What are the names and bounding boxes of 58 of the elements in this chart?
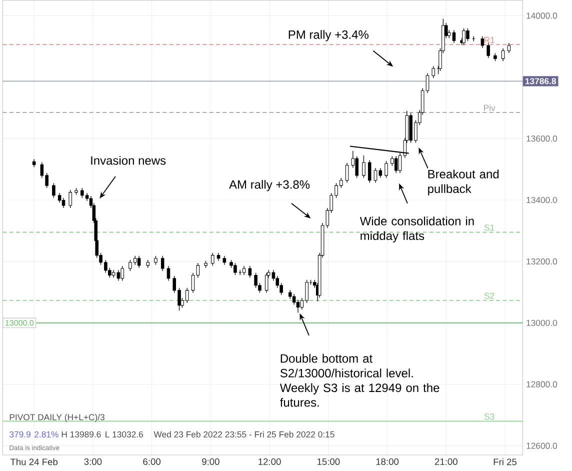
- y-tick-label: 13400.0: [526, 196, 558, 204]
- candlestick: [210, 252, 214, 266]
- annotation: Wide consolidation in midday flats: [360, 216, 474, 242]
- candlestick: [160, 256, 164, 272]
- y-tick-label: 12600.0: [526, 442, 558, 449]
- y-tick-label: 14000.0: [526, 12, 558, 19]
- candlestick: [466, 28, 470, 42]
- candlestick: [394, 156, 398, 174]
- annotation: PIVOT DAILY (H+L+C)/3: [10, 414, 104, 422]
- ref-line-label: S3: [484, 413, 494, 420]
- x-tick-label: Thu 24 Feb: [10, 458, 58, 466]
- candlestick: [296, 300, 300, 314]
- candlestick: [384, 160, 388, 178]
- candlestick: [432, 66, 436, 78]
- annotation: Wed 23 Feb 2022 23:55 - Fri 25 Feb 2022 0:15: [154, 431, 334, 438]
- candlestick: [480, 36, 484, 48]
- candlestick: [137, 256, 141, 268]
- candlestick: [507, 42, 511, 54]
- x-tick-label: 9:00: [202, 458, 220, 465]
- candlestick: [248, 266, 252, 278]
- candlestick: [52, 182, 56, 198]
- annotation: AM rally +3.8%: [229, 180, 310, 192]
- x-tick-label: 18:00: [376, 458, 399, 465]
- ref-line-label: 13786.8: [525, 78, 556, 84]
- x-tick-label: 15:00: [317, 458, 340, 465]
- y-tick-label: 12800.0: [526, 381, 558, 388]
- candlestick: [501, 48, 505, 62]
- annotation: Invasion news: [91, 156, 166, 165]
- ref-line-label: R1: [484, 37, 494, 43]
- candlestick: [68, 190, 72, 208]
- y-tick-label: 13000.0: [526, 320, 558, 326]
- annotation: 379.9: [10, 431, 30, 438]
- y-tick-label: 13200.0: [526, 258, 558, 265]
- candlestick: [368, 160, 372, 184]
- candlestick: [486, 42, 490, 58]
- candlestick: [166, 266, 170, 282]
- candlestick: [362, 155, 366, 178]
- x-tick-label: 12:00: [258, 458, 281, 465]
- y-tick-label: 13600.0: [526, 136, 558, 142]
- annotation: L 13032.6: [106, 431, 144, 438]
- ref-line-label: S1: [484, 224, 494, 231]
- annotation: PM rally +3.4%: [288, 30, 368, 42]
- candlestick: [345, 162, 349, 184]
- x-tick-label: 3:00: [84, 458, 102, 465]
- x-tick-label: 6:00: [143, 458, 161, 465]
- candlestick: [264, 272, 268, 294]
- x-tick-label: Fri 25: [494, 458, 517, 466]
- annotation: H 13989.6: [62, 431, 101, 438]
- x-tick-label: 21:00: [434, 458, 458, 465]
- candlestick: [62, 198, 66, 208]
- ref-line-label: Piv: [484, 104, 496, 111]
- annotation: Double bottom at S2/13000/historical level. Weekly S3 is at 12949 on the futures.: [280, 354, 440, 407]
- candlestick: [254, 272, 258, 288]
- ref-line-label: S2: [484, 292, 494, 299]
- annotation: Breakout and pullback: [428, 170, 499, 196]
- candlestick: [120, 266, 124, 282]
- annotation: 2.81%: [34, 431, 58, 438]
- ref-line-label: 13000.0: [6, 320, 34, 326]
